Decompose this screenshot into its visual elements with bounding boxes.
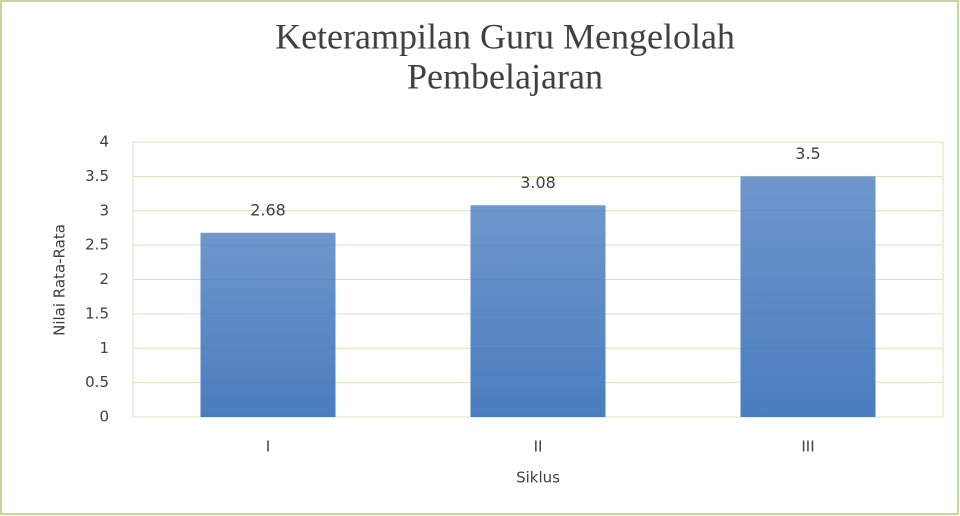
- bar: [200, 232, 336, 417]
- y-tick-label: 1.5: [85, 304, 109, 322]
- data-label: 3.5: [795, 144, 820, 163]
- bar: [740, 176, 876, 417]
- x-tick-label: I: [266, 438, 270, 456]
- y-tick-label: 2: [99, 270, 109, 288]
- y-tick-label: 2.5: [85, 236, 109, 254]
- data-label: 2.68: [250, 200, 286, 219]
- x-tick-label: II: [534, 438, 543, 456]
- bar: [470, 205, 606, 417]
- chart-title: Pembelajaran: [407, 56, 603, 96]
- y-tick-label: 4: [99, 133, 109, 151]
- y-tick-label: 3.5: [85, 167, 109, 185]
- x-tick-label: III: [801, 438, 814, 456]
- y-axis-label: Nilai Rata-Rata: [51, 224, 69, 336]
- y-tick-label: 0: [99, 408, 109, 426]
- y-tick-label: 0.5: [85, 373, 109, 391]
- y-tick-label: 3: [99, 201, 109, 219]
- data-label: 3.08: [520, 173, 556, 192]
- chart-title: Keterampilan Guru Mengelolah: [275, 16, 735, 56]
- x-axis-label: Siklus: [516, 469, 560, 487]
- y-tick-label: 1: [99, 339, 109, 357]
